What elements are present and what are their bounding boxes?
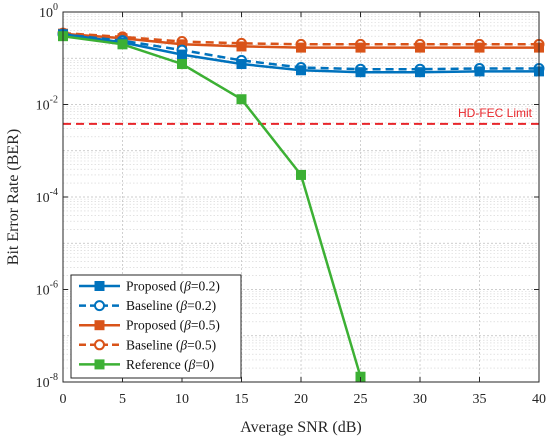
y-tick-labels: 100 10-2 10-4 10-6 10-8 — [36, 2, 58, 391]
legend-item: Baseline (β=0.2) — [79, 298, 216, 313]
legend: Proposed (β=0.2) Baseline (β=0.2) Proposed… — [70, 274, 242, 379]
y-axis-label: Bit Error Rate (BER) — [5, 129, 22, 265]
x-tick-label: 10 — [175, 392, 189, 407]
data-point — [296, 65, 306, 76]
legend-item: Proposed (β=0.2) — [79, 279, 220, 294]
legend-marker — [94, 281, 105, 291]
data-point — [117, 39, 128, 50]
data-point — [177, 59, 187, 70]
legend-marker — [94, 339, 105, 351]
series-layer — [57, 27, 545, 382]
legend-label: Reference (β=0) — [126, 357, 214, 372]
legend-item: Proposed (β=0.5) — [79, 318, 220, 333]
legend-label: Baseline (β=0.2) — [126, 298, 216, 313]
data-point — [236, 41, 247, 52]
hd-fec-limit-label: HD-FEC Limit — [458, 106, 533, 120]
y-tick-label: 100 — [39, 2, 58, 21]
y-tick-label: 10-4 — [36, 187, 58, 206]
data-point — [296, 42, 306, 53]
data-point — [296, 169, 306, 180]
x-tick-label: 25 — [354, 392, 368, 407]
x-axis-label: Average SNR (dB) — [240, 419, 361, 436]
legend-marker — [94, 320, 105, 331]
x-tick-label: 30 — [413, 392, 427, 407]
data-point — [415, 67, 425, 78]
legend-item: Reference (β=0) — [79, 357, 214, 372]
x-tick-labels: 0 5 10 15 20 25 30 35 40 — [60, 392, 547, 407]
legend-label: Baseline (β=0.5) — [126, 337, 216, 352]
data-point — [355, 67, 366, 78]
data-point — [236, 59, 247, 70]
threshold-layer: HD-FEC Limit — [63, 106, 539, 125]
data-point — [236, 94, 247, 105]
x-tick-label: 35 — [473, 392, 487, 407]
legend-label: Proposed (β=0.2) — [126, 279, 220, 294]
data-point — [177, 49, 187, 60]
legend-item: Baseline (β=0.5) — [79, 337, 216, 352]
legend-label: Proposed (β=0.5) — [126, 318, 220, 333]
y-tick-label: 10-6 — [36, 280, 58, 299]
y-tick-label: 10-8 — [36, 372, 58, 391]
data-point — [474, 42, 485, 53]
legend-marker — [94, 359, 105, 370]
data-point — [474, 66, 485, 77]
x-tick-label: 15 — [235, 392, 249, 407]
x-tick-label: 40 — [532, 392, 546, 407]
tick-marks — [62, 11, 540, 383]
x-tick-label: 20 — [294, 392, 308, 407]
x-tick-label: 0 — [60, 392, 67, 407]
x-tick-label: 5 — [119, 392, 126, 407]
series-line — [62, 34, 362, 378]
legend-marker — [94, 300, 105, 312]
data-point — [355, 42, 366, 53]
y-tick-label: 10-2 — [36, 95, 58, 114]
data-point — [415, 42, 425, 53]
